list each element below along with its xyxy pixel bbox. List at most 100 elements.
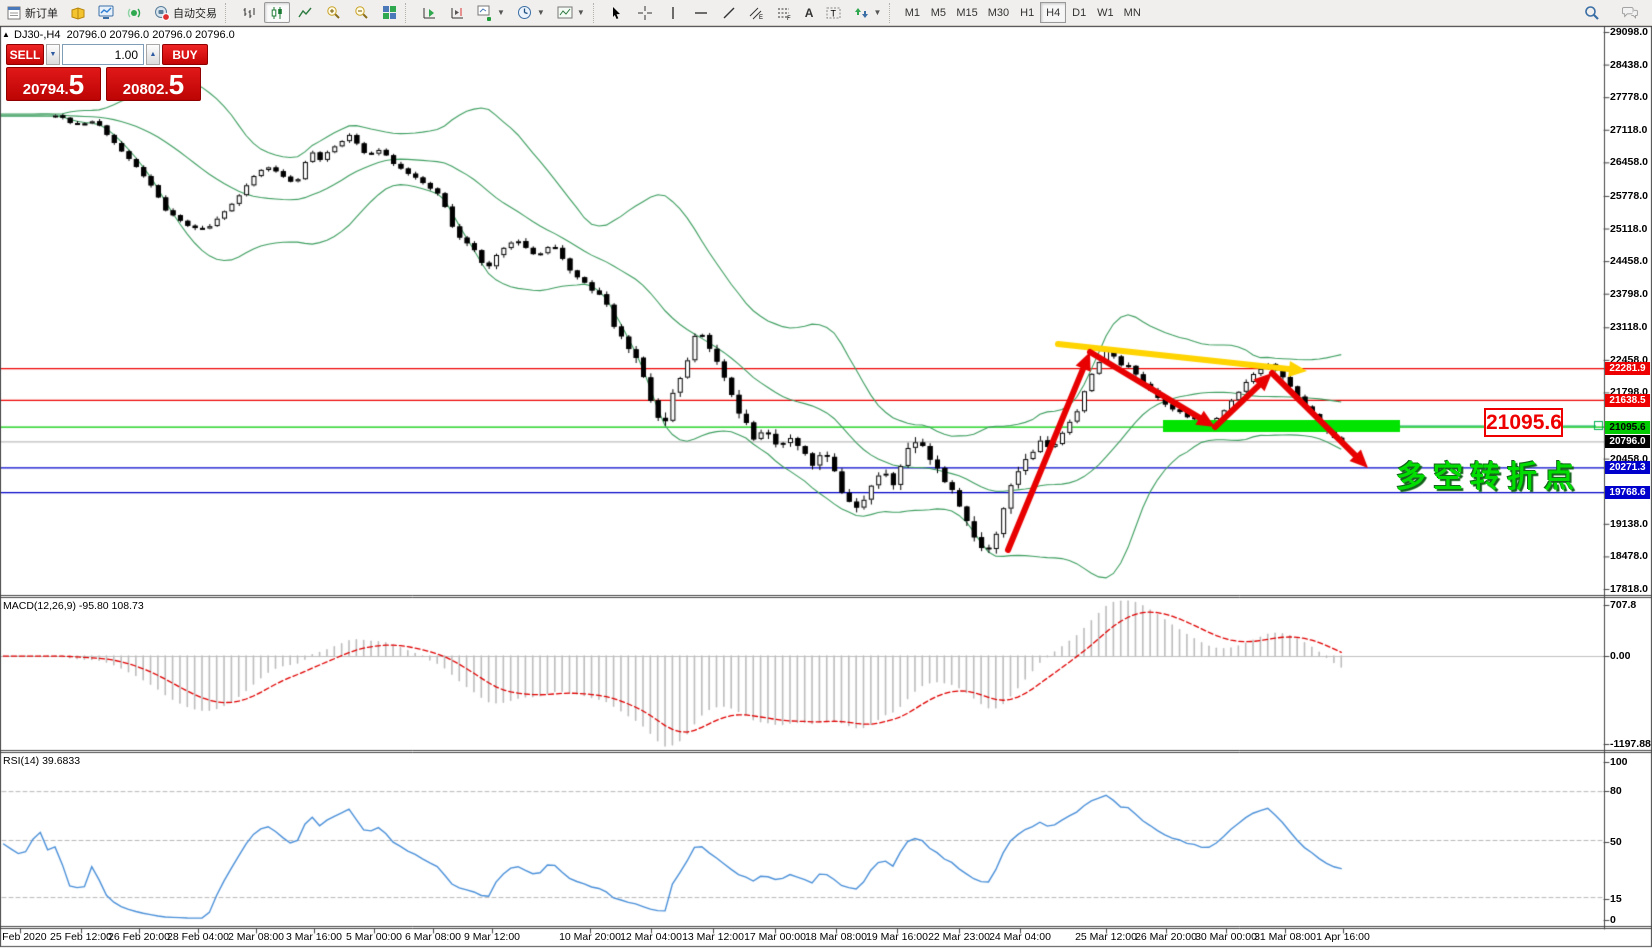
buy-button[interactable]: BUY bbox=[162, 44, 208, 65]
timeframe-MN[interactable]: MN bbox=[1119, 2, 1146, 23]
template-chart-icon bbox=[557, 5, 573, 21]
indicators-list-button[interactable] bbox=[416, 2, 442, 23]
volume-decrease-button[interactable]: ▼ bbox=[46, 44, 60, 65]
dropdown-caret-icon: ▼ bbox=[497, 8, 505, 17]
crosshair-button[interactable] bbox=[632, 2, 658, 23]
data-window-button[interactable] bbox=[65, 2, 91, 23]
text-button[interactable]: A bbox=[800, 2, 819, 23]
candlestick-chart-button[interactable] bbox=[264, 2, 290, 23]
sell-price-pip: 5 bbox=[68, 69, 85, 100]
toolbar-separator bbox=[405, 2, 413, 23]
one-click-trading-panel: SELL ▼ ▲ BUY 20794.5 20802.5 bbox=[6, 44, 208, 101]
cursor-icon bbox=[609, 5, 625, 21]
horizontal-line-icon bbox=[693, 5, 709, 21]
tile-windows-icon bbox=[381, 5, 397, 21]
toolbar-separator bbox=[889, 2, 897, 23]
toolbar-group-profiles: ▼ ▼ ▼ bbox=[415, 0, 591, 25]
svg-text:T: T bbox=[830, 8, 836, 18]
volume-increase-button[interactable]: ▲ bbox=[146, 44, 160, 65]
clock-icon bbox=[517, 5, 533, 21]
sell-price[interactable]: 20794. 5 bbox=[6, 67, 101, 101]
chart-shift-icon bbox=[449, 5, 465, 21]
new-order-icon bbox=[6, 5, 22, 21]
period-button[interactable]: ▼ bbox=[512, 2, 550, 23]
chart-shift-button[interactable] bbox=[444, 2, 470, 23]
fibonacci-button[interactable]: F bbox=[772, 2, 798, 23]
fibonacci-icon: F bbox=[777, 5, 793, 21]
new-order-label: 新订单 bbox=[25, 7, 58, 20]
crosshair-icon bbox=[637, 5, 653, 21]
zoom-in-button[interactable] bbox=[320, 2, 346, 23]
timeframe-H1[interactable]: H1 bbox=[1014, 2, 1040, 23]
timeframe-toolbar: M1 M5 M15 M30 H1 H4 D1 W1 MN bbox=[899, 0, 1145, 25]
trendline-icon bbox=[721, 5, 737, 21]
zoom-in-icon bbox=[325, 5, 341, 21]
auto-trading-label: 自动交易 bbox=[173, 7, 217, 20]
timeframe-H4[interactable]: H4 bbox=[1040, 2, 1067, 23]
gold-book-icon bbox=[70, 5, 86, 21]
dropdown-caret-icon: ▼ bbox=[576, 8, 585, 17]
timeframe-M5[interactable]: M5 bbox=[925, 2, 951, 23]
toolbar-separator bbox=[592, 2, 601, 23]
green-signal-icon bbox=[126, 5, 142, 21]
svg-text:F: F bbox=[787, 16, 791, 20]
sell-button[interactable]: SELL bbox=[6, 44, 44, 65]
equidistant-channel-icon: E bbox=[749, 5, 765, 21]
text-icon: A bbox=[804, 5, 814, 20]
toolbar-group-standard: 新订单 自动交易 bbox=[0, 0, 223, 25]
market-watch-button[interactable] bbox=[121, 2, 147, 23]
candlestick-chart-icon bbox=[269, 5, 285, 21]
new-chart-plus-icon bbox=[477, 5, 493, 21]
toolbar-right bbox=[1578, 2, 1652, 23]
auto-trading-button[interactable]: 自动交易 bbox=[149, 2, 222, 23]
timeframe-M1[interactable]: M1 bbox=[899, 2, 925, 23]
zoom-out-icon bbox=[353, 5, 369, 21]
chat-button[interactable] bbox=[1617, 2, 1643, 23]
zoom-out-button[interactable] bbox=[348, 2, 374, 23]
arrows-button[interactable]: ▼ bbox=[848, 2, 886, 23]
trendline-button[interactable] bbox=[716, 2, 742, 23]
horizontal-line-button[interactable] bbox=[688, 2, 714, 23]
toolbar-group-drawing: E F A T ▼ bbox=[603, 0, 888, 25]
toolbar-group-chart-type bbox=[235, 0, 403, 25]
buy-price-pip: 5 bbox=[168, 69, 185, 100]
dropdown-caret-icon: ▼ bbox=[873, 8, 882, 17]
dropdown-caret-icon: ▼ bbox=[536, 8, 545, 17]
new-chart-button[interactable]: ▼ bbox=[472, 2, 510, 23]
timeframe-M15[interactable]: M15 bbox=[951, 2, 982, 23]
channel-button[interactable]: E bbox=[744, 2, 770, 23]
vertical-line-icon bbox=[665, 5, 681, 21]
strategy-tester-button[interactable] bbox=[93, 2, 119, 23]
svg-text:E: E bbox=[759, 15, 763, 20]
buy-price-dot: . bbox=[164, 81, 169, 98]
buy-price-main: 20802 bbox=[122, 81, 165, 98]
toolbar-separator bbox=[225, 2, 233, 23]
line-chart-icon bbox=[297, 5, 313, 21]
chart-canvas[interactable] bbox=[0, 26, 1652, 948]
bar-chart-icon bbox=[241, 5, 257, 21]
arrow-shapes-icon bbox=[853, 5, 869, 21]
templates-button[interactable]: ▼ bbox=[552, 2, 590, 23]
bar-chart-button[interactable] bbox=[236, 2, 262, 23]
main-toolbar: 新订单 自动交易 bbox=[0, 0, 1652, 26]
monitor-chart-icon bbox=[98, 5, 114, 21]
search-button[interactable] bbox=[1579, 2, 1605, 23]
chat-icon bbox=[1622, 5, 1638, 21]
buy-price[interactable]: 20802. 5 bbox=[106, 67, 201, 101]
timeframe-D1[interactable]: D1 bbox=[1066, 2, 1092, 23]
timeframe-W1[interactable]: W1 bbox=[1092, 2, 1119, 23]
new-order-button[interactable]: 新订单 bbox=[1, 2, 63, 23]
vertical-line-button[interactable] bbox=[660, 2, 686, 23]
auto-trading-icon bbox=[154, 5, 170, 21]
timeframe-M30[interactable]: M30 bbox=[983, 2, 1014, 23]
cursor-button[interactable] bbox=[604, 2, 630, 23]
text-label-button[interactable]: T bbox=[820, 2, 846, 23]
search-icon bbox=[1584, 5, 1600, 21]
line-chart-button[interactable] bbox=[292, 2, 318, 23]
volume-input[interactable] bbox=[62, 44, 144, 65]
sell-price-dot: . bbox=[64, 81, 69, 98]
sell-price-main: 20794 bbox=[22, 81, 65, 98]
tile-windows-button[interactable] bbox=[376, 2, 402, 23]
text-label-icon: T bbox=[825, 5, 841, 21]
